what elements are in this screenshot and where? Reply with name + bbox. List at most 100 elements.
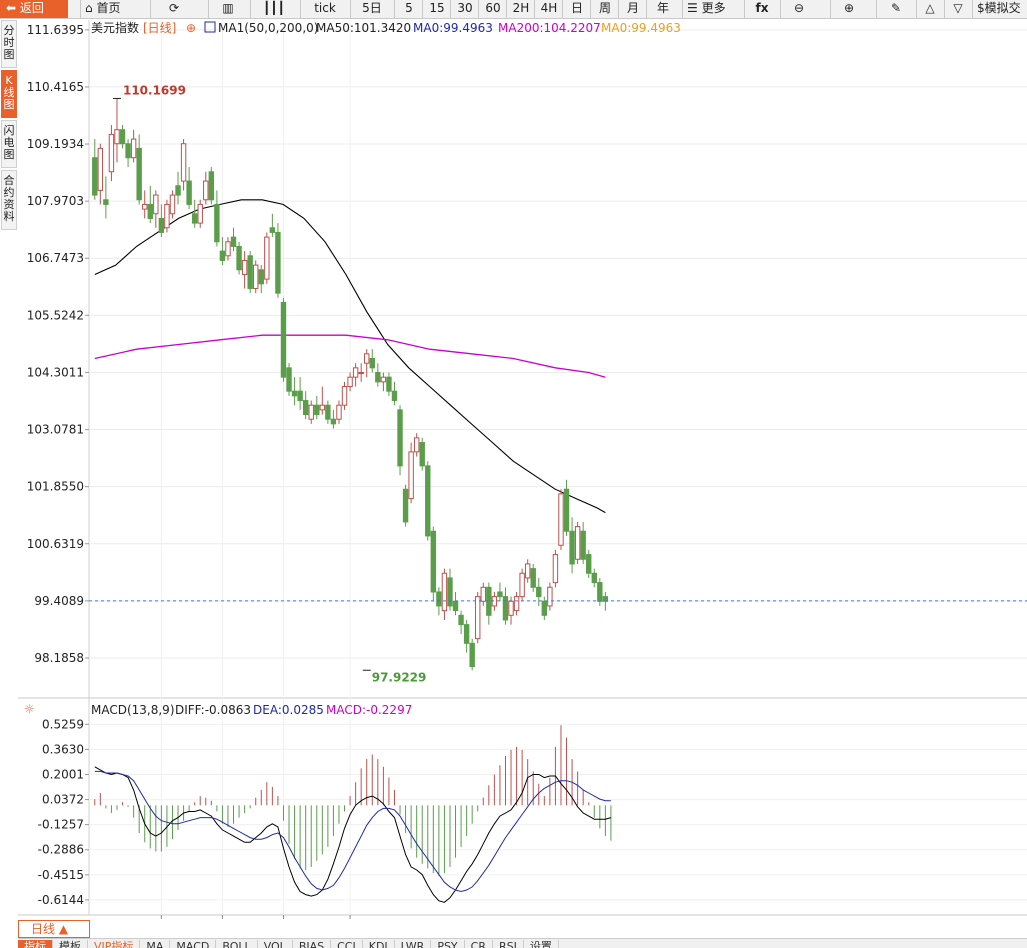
period-2h[interactable]: 2H [506,0,535,18]
side-tabs: 分时图 K线图 闪电图 合约资料 [0,18,18,230]
home-button[interactable]: ⌂ 首页 [80,0,145,18]
legend-settings-icon[interactable]: ⊕ [186,21,196,35]
macd-sun-icon[interactable]: ☼ [24,702,35,716]
tab-macd[interactable]: MACD [170,940,217,948]
tab-settings[interactable]: 设置 [524,940,559,948]
candle-up [153,194,159,215]
candle-up [108,133,115,173]
tab-indicator[interactable]: 指标 [18,940,53,948]
candle-down [158,217,165,233]
zoom-in-icon: ⊕ [843,1,855,15]
candle-down [502,596,509,621]
tab-cci[interactable]: CCI [331,940,363,948]
macd-lines [94,766,612,903]
candlestick-series [92,98,609,671]
bottom-bar: 日线 ▲ 指标 模板 VIP指标 MA MACD BOLL VOL BIAS CCI KDJ LWR… [0,920,1027,948]
macd-grid [89,723,1027,901]
candle-style-button[interactable]: ┃┃┃ [250,0,297,18]
time-axis-labels: 2025/022025/032025/042025/05 [160,915,351,919]
candle-up [364,353,370,364]
tab-ma[interactable]: MA [140,940,171,948]
period-4h[interactable]: 4H [534,0,563,18]
legend-ma200: MA200:104.2207 [498,21,601,35]
candle-down [430,530,437,593]
macd-histogram [94,725,612,877]
period-week[interactable]: 周 [590,0,619,18]
formula-button[interactable]: fx [744,0,779,18]
price-tick-label: 110.4165 [27,80,84,94]
price-tick-label: 106.7473 [27,251,84,265]
draw-down-button[interactable]: ▽ [944,0,971,18]
zoom-in-button[interactable]: ⊕ [830,0,867,18]
candle-down [92,157,98,196]
candle-down [419,442,425,467]
pen-icon: ✎ [890,1,902,15]
candle-up [480,586,486,602]
tab-rsi[interactable]: RSI [493,940,524,948]
chart-type-button[interactable]: ▥ [208,0,247,18]
candle-down [136,147,142,201]
triangle-icon: △ [925,1,935,15]
refresh-icon: ⟳ [168,1,180,15]
period-30m[interactable]: 30 [450,0,479,18]
candle-up [341,386,348,406]
period-15m[interactable]: 15 [422,0,451,18]
price-tick-label: 111.6395 [27,23,84,37]
candlestick-icon: ┃┃┃ [263,1,285,15]
candle-up [352,367,359,378]
side-tab-kline[interactable]: K线图 [1,70,17,118]
back-button[interactable]: ⬅ 返回 [0,0,68,18]
period-select-button[interactable]: 日线 ▲ [18,920,90,938]
refresh-button[interactable]: ⟳ [150,0,197,18]
side-tab-flash[interactable]: 闪电图 [1,120,17,168]
side-tab-timeshare[interactable]: 分时图 [1,20,17,68]
more-button[interactable]: ☰ 更多 [682,0,747,18]
tab-vol[interactable]: VOL [258,940,293,948]
candle-down [369,358,375,369]
zoom-out-button[interactable]: ⊖ [780,0,817,18]
period-day[interactable]: 日 [562,0,591,18]
candle-down [258,269,264,285]
candle-down [530,568,536,588]
tab-template[interactable]: 模板 [53,940,88,948]
tab-lwr[interactable]: LWR [395,940,432,948]
kline-chart[interactable]: 111.6395 110.4165 109.1934 107.9703 106.7473… [0,0,1027,920]
period-tick[interactable]: tick [300,0,349,18]
side-tab-contract-info[interactable]: 合约资料 [1,170,17,230]
tab-boll[interactable]: BOLL [216,940,258,948]
candle-down [597,582,603,602]
candle-up [114,129,120,145]
high-value-label: 110.1699 [123,83,186,97]
draw-pen-button[interactable]: ✎ [876,0,915,18]
period-month[interactable]: 月 [618,0,647,18]
candle-down [214,203,220,243]
legend-symbol: 美元指数 [91,20,139,35]
macd-tick-label: 0.2001 [42,767,84,781]
tab-bias[interactable]: BIAS [293,940,332,948]
candle-up [380,376,387,383]
period-5d[interactable]: 5日 [350,0,393,18]
period-5m[interactable]: 5 [394,0,423,18]
candle-up [524,563,531,579]
tab-psy[interactable]: PSY [431,940,465,948]
candle-up [164,203,170,229]
price-tick-label: 98.1858 [34,651,84,665]
simulate-trade-button[interactable]: $模拟交 [972,0,1027,18]
tab-vip[interactable]: VIP指标 [88,940,141,948]
candle-down [402,488,409,523]
candle-up [203,180,209,201]
candle-down [103,199,109,205]
candle-down [469,642,475,668]
period-60m[interactable]: 60 [478,0,507,18]
period-year[interactable]: 年 [646,0,679,18]
draw-triangle-button[interactable]: △ [916,0,943,18]
tab-cr[interactable]: CR [465,940,493,948]
candle-up [197,203,203,224]
candle-up [241,259,248,275]
candle-down [208,171,215,201]
tab-kdj[interactable]: KDJ [363,940,395,948]
chart-bars-icon: ▥ [222,1,234,15]
indicator-tabs: 指标 模板 VIP指标 MA MACD BOLL VOL BIAS CCI KDJ LWR PSY CR… [18,938,1027,948]
macd-axis-ticks: 0.5259 0.3630 0.2001 0.0372 -0.1257 -0.2886 -0… [38,717,89,907]
candle-up [180,143,187,182]
